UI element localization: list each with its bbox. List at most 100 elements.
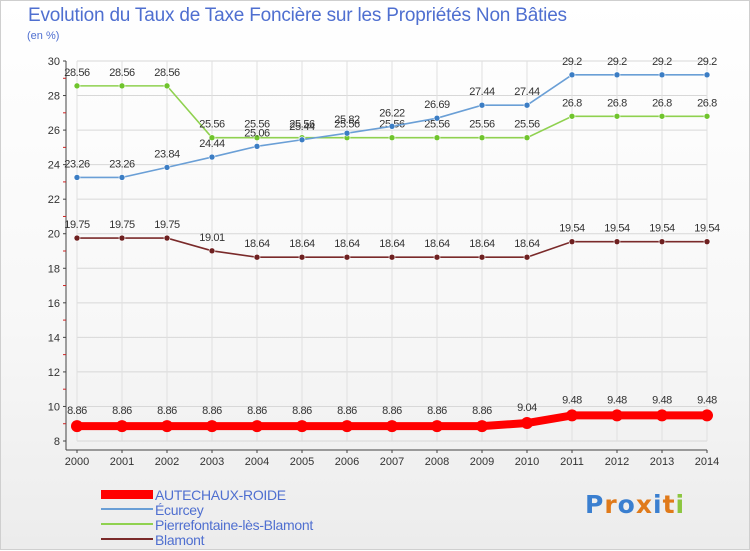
series-blamont: 19.75 19.75 19.75 19.01 18.64 18.64 18.64 18.64… <box>64 219 720 261</box>
data-point <box>386 420 398 433</box>
x-tick-label: 2009 <box>470 456 494 468</box>
data-point <box>118 174 126 181</box>
data-point <box>433 134 441 141</box>
data-point <box>253 253 261 261</box>
data-label: 8.86 <box>427 405 447 417</box>
legend-label: Écurcey <box>155 502 204 518</box>
data-label: 18.64 <box>424 238 450 250</box>
data-label: 8.86 <box>382 405 402 417</box>
data-point <box>206 420 218 433</box>
data-point <box>251 420 263 433</box>
data-label: 26.8 <box>697 97 717 109</box>
data-point <box>253 134 261 141</box>
logo-letter: r <box>604 490 618 519</box>
data-label: 18.64 <box>379 238 405 250</box>
data-point <box>73 82 81 90</box>
data-label: 18.64 <box>244 238 270 250</box>
data-label: 25.56 <box>469 119 495 131</box>
data-point <box>613 112 621 120</box>
logo-letter: x <box>635 490 653 519</box>
data-point <box>656 409 668 422</box>
logo-letter: i <box>653 490 663 519</box>
data-label: 26.22 <box>379 107 405 119</box>
data-label: 18.64 <box>514 238 540 250</box>
data-label: 9.48 <box>697 394 717 406</box>
data-label: 19.75 <box>109 219 135 231</box>
y-tick-label: 30 <box>48 56 60 68</box>
y-tick-label: 18 <box>48 263 60 275</box>
data-label: 23.26 <box>109 158 135 170</box>
data-label: 24.44 <box>199 138 225 150</box>
data-point <box>478 101 486 109</box>
data-label: 18.64 <box>289 238 315 250</box>
data-point <box>658 71 666 79</box>
data-label: 27.44 <box>469 86 495 98</box>
chart-title: Evolution du Taux de Taxe Foncière sur l… <box>28 5 567 26</box>
data-label: 28.56 <box>64 67 90 79</box>
data-point <box>343 129 351 137</box>
data-label: 29.2 <box>652 56 672 68</box>
data-label: 25.56 <box>199 119 225 131</box>
data-label: 27.44 <box>514 86 540 98</box>
y-tick-label: 12 <box>48 367 60 379</box>
data-label: 26.8 <box>607 97 627 109</box>
x-tick-label: 2004 <box>245 456 269 468</box>
data-label: 23.26 <box>64 158 90 170</box>
series-pierrefontaine-les-blamont: 28.56 28.56 28.56 25.56 25.56 25.56 25.56 25.56… <box>64 67 718 141</box>
data-label: 29.2 <box>607 56 627 68</box>
logo-letter: t <box>662 490 676 519</box>
data-point <box>568 112 576 120</box>
y-tick-label: 24 <box>48 160 60 172</box>
data-label: 19.75 <box>64 219 90 231</box>
data-point <box>298 253 306 261</box>
data-label: 18.64 <box>469 238 495 250</box>
proxiti-logo: Proxiti <box>585 490 685 519</box>
x-tick-label: 2012 <box>605 456 629 468</box>
data-label: 25.06 <box>244 127 270 139</box>
data-point <box>341 420 353 433</box>
data-point <box>116 420 128 433</box>
series-autechaux-roide: 8.86 8.86 8.86 8.86 8.86 8.86 8.86 8.86 8.86 8.86… <box>67 394 718 433</box>
legend-label: Blamont <box>155 532 205 548</box>
data-label: 19.54 <box>694 223 720 235</box>
legend-label: Pierrefontaine-lès-Blamont <box>155 517 313 533</box>
y-tick-label: 10 <box>48 401 60 413</box>
data-point <box>476 420 488 433</box>
data-point <box>703 71 711 79</box>
x-tick-label: 2003 <box>200 456 224 468</box>
data-label: 8.86 <box>292 405 312 417</box>
data-point <box>701 409 713 422</box>
data-point <box>118 234 126 242</box>
x-tick-label: 2011 <box>560 456 584 468</box>
chart-subtitle: (en %) <box>27 30 60 42</box>
data-point <box>611 409 623 422</box>
data-label: 9.48 <box>607 394 627 406</box>
y-tick-label: 28 <box>48 91 60 103</box>
data-label: 8.86 <box>202 405 222 417</box>
data-point <box>163 164 171 171</box>
y-tick-label: 8 <box>54 436 60 448</box>
x-tick-label: 2005 <box>290 456 314 468</box>
data-label: 28.56 <box>154 67 180 79</box>
data-label: 19.54 <box>649 223 675 235</box>
x-tick-label: 2014 <box>695 456 719 468</box>
logo-letter: i <box>675 490 686 519</box>
data-label: 26.69 <box>424 99 450 111</box>
data-label: 29.2 <box>562 56 582 68</box>
data-label: 29.2 <box>697 56 717 68</box>
y-tick-label: 16 <box>48 298 60 310</box>
data-point <box>521 417 533 430</box>
data-label: 19.54 <box>559 223 585 235</box>
y-tick-label: 14 <box>48 332 60 344</box>
data-label: 25.44 <box>289 121 315 133</box>
data-label: 25.56 <box>334 119 360 131</box>
data-point <box>478 134 486 141</box>
logo-letter: P <box>585 490 605 519</box>
data-label: 25.56 <box>424 119 450 131</box>
data-label: 25.56 <box>244 119 270 131</box>
legend-swatch <box>101 490 153 499</box>
x-tick-label: 2000 <box>65 456 89 468</box>
data-label: 8.86 <box>157 405 177 417</box>
data-label: 8.86 <box>337 405 357 417</box>
